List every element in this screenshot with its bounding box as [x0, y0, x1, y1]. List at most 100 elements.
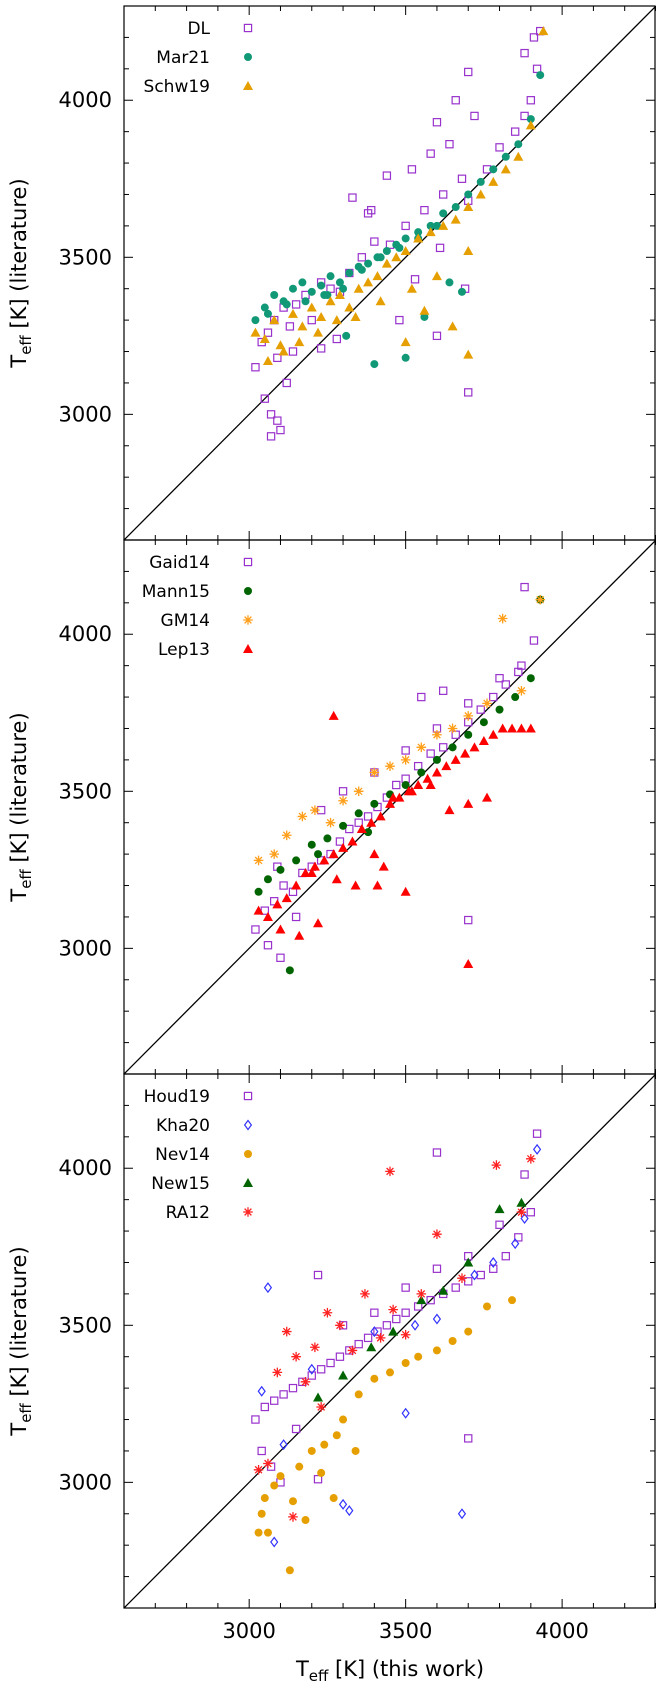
- data-point: [354, 1339, 363, 1349]
- data-point: [448, 743, 457, 752]
- data-point: [381, 258, 392, 268]
- legend-label: New15: [151, 1174, 210, 1194]
- data-point: [297, 811, 308, 822]
- one-to-one-line: [124, 1074, 656, 1608]
- data-point: [394, 792, 405, 802]
- data-point: [331, 874, 342, 884]
- y-tick-label: 3500: [59, 245, 112, 269]
- data-point: [285, 966, 294, 975]
- data-point: [354, 1390, 363, 1399]
- data-point: [328, 849, 339, 859]
- data-point: [263, 328, 273, 337]
- data-point: [464, 699, 473, 708]
- data-point: [338, 1498, 348, 1510]
- data-point: [307, 315, 316, 325]
- data-point: [263, 875, 272, 884]
- data-point: [344, 302, 355, 312]
- legend-label: Kha20: [156, 1116, 210, 1136]
- legend-label: Schw19: [144, 77, 210, 97]
- data-point: [263, 1458, 273, 1469]
- data-point: [317, 1468, 326, 1477]
- legend-marker: [243, 644, 253, 653]
- data-point: [279, 1439, 288, 1451]
- data-point: [279, 881, 288, 890]
- data-point: [306, 867, 317, 877]
- data-point: [448, 1337, 457, 1345]
- data-point: [431, 767, 442, 777]
- data-point: [457, 1273, 467, 1283]
- data-point: [273, 353, 282, 363]
- data-point: [432, 1264, 442, 1273]
- data-point: [450, 754, 461, 764]
- data-point: [262, 355, 273, 365]
- data-point: [338, 787, 348, 796]
- data-point: [378, 861, 389, 871]
- data-point: [432, 1148, 442, 1157]
- data-point: [488, 176, 499, 186]
- data-point: [439, 743, 448, 752]
- data-point: [526, 1154, 536, 1164]
- data-point: [494, 1204, 505, 1214]
- data-point: [495, 143, 504, 152]
- data-point: [395, 315, 404, 325]
- data-point: [326, 284, 335, 293]
- y-axis-label: Teff [K] (literature): [7, 712, 35, 902]
- y-axis-label: Teff [K] (literature): [7, 1246, 35, 1436]
- data-point: [369, 849, 380, 859]
- y-axis-label: Teff [K] (literature): [7, 178, 35, 368]
- data-point: [332, 334, 342, 344]
- data-point: [400, 755, 411, 765]
- series-nev14: [254, 1296, 517, 1575]
- series-lep13: [253, 710, 536, 969]
- data-point: [392, 780, 401, 790]
- data-point: [316, 344, 326, 353]
- data-point: [266, 410, 276, 419]
- data-point: [445, 278, 454, 287]
- data-point: [532, 64, 542, 74]
- legend-marker: [243, 1178, 253, 1187]
- legend-label: Houd19: [144, 1087, 210, 1107]
- legend-label: GM14: [161, 611, 210, 631]
- data-point: [532, 1143, 542, 1155]
- data-point: [410, 1319, 420, 1331]
- data-point: [307, 1363, 316, 1375]
- data-point: [420, 205, 429, 215]
- data-point: [416, 1289, 427, 1299]
- data-point: [382, 247, 391, 256]
- data-point: [520, 1212, 529, 1224]
- data-point: [463, 1257, 474, 1267]
- data-point: [288, 284, 297, 293]
- data-point: [325, 817, 336, 828]
- data-point: [413, 761, 423, 771]
- legend-label: DL: [187, 19, 210, 39]
- data-point: [266, 432, 276, 441]
- data-point: [495, 674, 504, 683]
- data-point: [288, 347, 298, 356]
- data-point: [460, 748, 471, 758]
- legend-marker: [244, 53, 252, 61]
- axis-ticks: [123, 539, 656, 1075]
- data-point: [457, 174, 467, 183]
- data-point: [282, 300, 291, 309]
- data-point: [307, 840, 316, 849]
- data-point: [417, 768, 426, 777]
- data-point: [516, 723, 527, 733]
- data-point: [388, 1304, 398, 1315]
- data-point: [291, 912, 301, 922]
- data-point: [345, 824, 354, 834]
- data-point: [376, 253, 385, 262]
- data-point: [426, 221, 435, 230]
- data-point: [297, 321, 308, 331]
- data-point: [316, 1402, 326, 1412]
- data-point: [426, 149, 435, 158]
- data-point: [432, 118, 442, 127]
- data-point: [260, 303, 269, 312]
- data-point: [525, 723, 536, 733]
- data-point: [447, 723, 458, 734]
- data-point: [401, 353, 410, 362]
- data-point: [351, 1446, 360, 1455]
- data-point: [372, 880, 383, 890]
- data-point: [457, 287, 466, 296]
- data-point: [438, 1285, 449, 1295]
- data-point: [520, 582, 529, 592]
